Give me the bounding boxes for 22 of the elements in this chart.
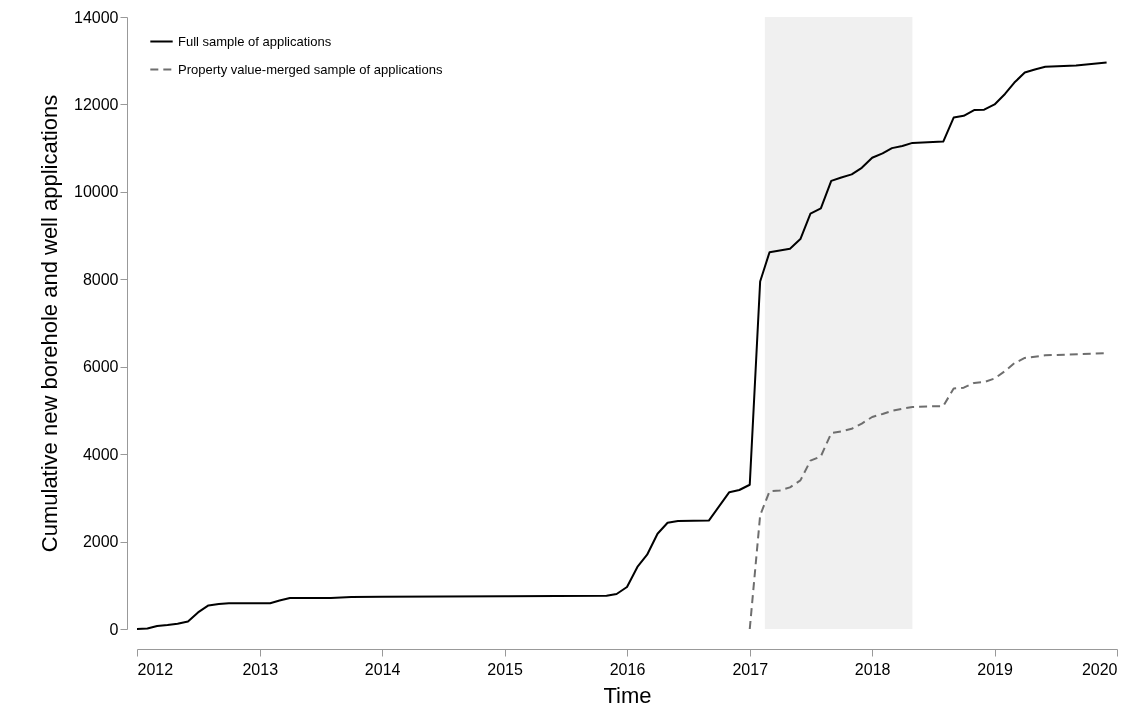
legend-label: Full sample of applications	[178, 33, 332, 49]
y-tick-label: 2000	[82, 533, 119, 551]
x-tick-label: 2019	[977, 660, 1013, 678]
x-tick-label: 2014	[364, 660, 401, 678]
line-series	[136, 61, 1108, 630]
x-tick-label: 2013	[242, 660, 279, 678]
x-tick-label: 2017	[732, 660, 769, 678]
y-tick-label: 0	[109, 620, 119, 638]
y-tick-label: 10000	[74, 183, 119, 201]
x-tick-label: 2020	[1081, 660, 1118, 678]
x-tick-label: 2012	[137, 660, 174, 678]
y-tick-label: 8000	[82, 270, 119, 288]
legend-label: Property value-merged sample of applications	[178, 61, 443, 77]
y-axis-title: Cumulative new borehole and well applications	[37, 94, 63, 553]
y-tick-label: 4000	[82, 445, 119, 463]
y-tick-label: 12000	[74, 95, 119, 113]
x-tick-label: 2015	[487, 660, 523, 678]
x-axis-title: Time	[603, 682, 652, 708]
y-tick-label: 6000	[82, 358, 119, 376]
y-tick-label: 14000	[74, 8, 119, 26]
x-tick-label: 2018	[854, 660, 891, 678]
x-tick-label: 2016	[609, 660, 646, 678]
